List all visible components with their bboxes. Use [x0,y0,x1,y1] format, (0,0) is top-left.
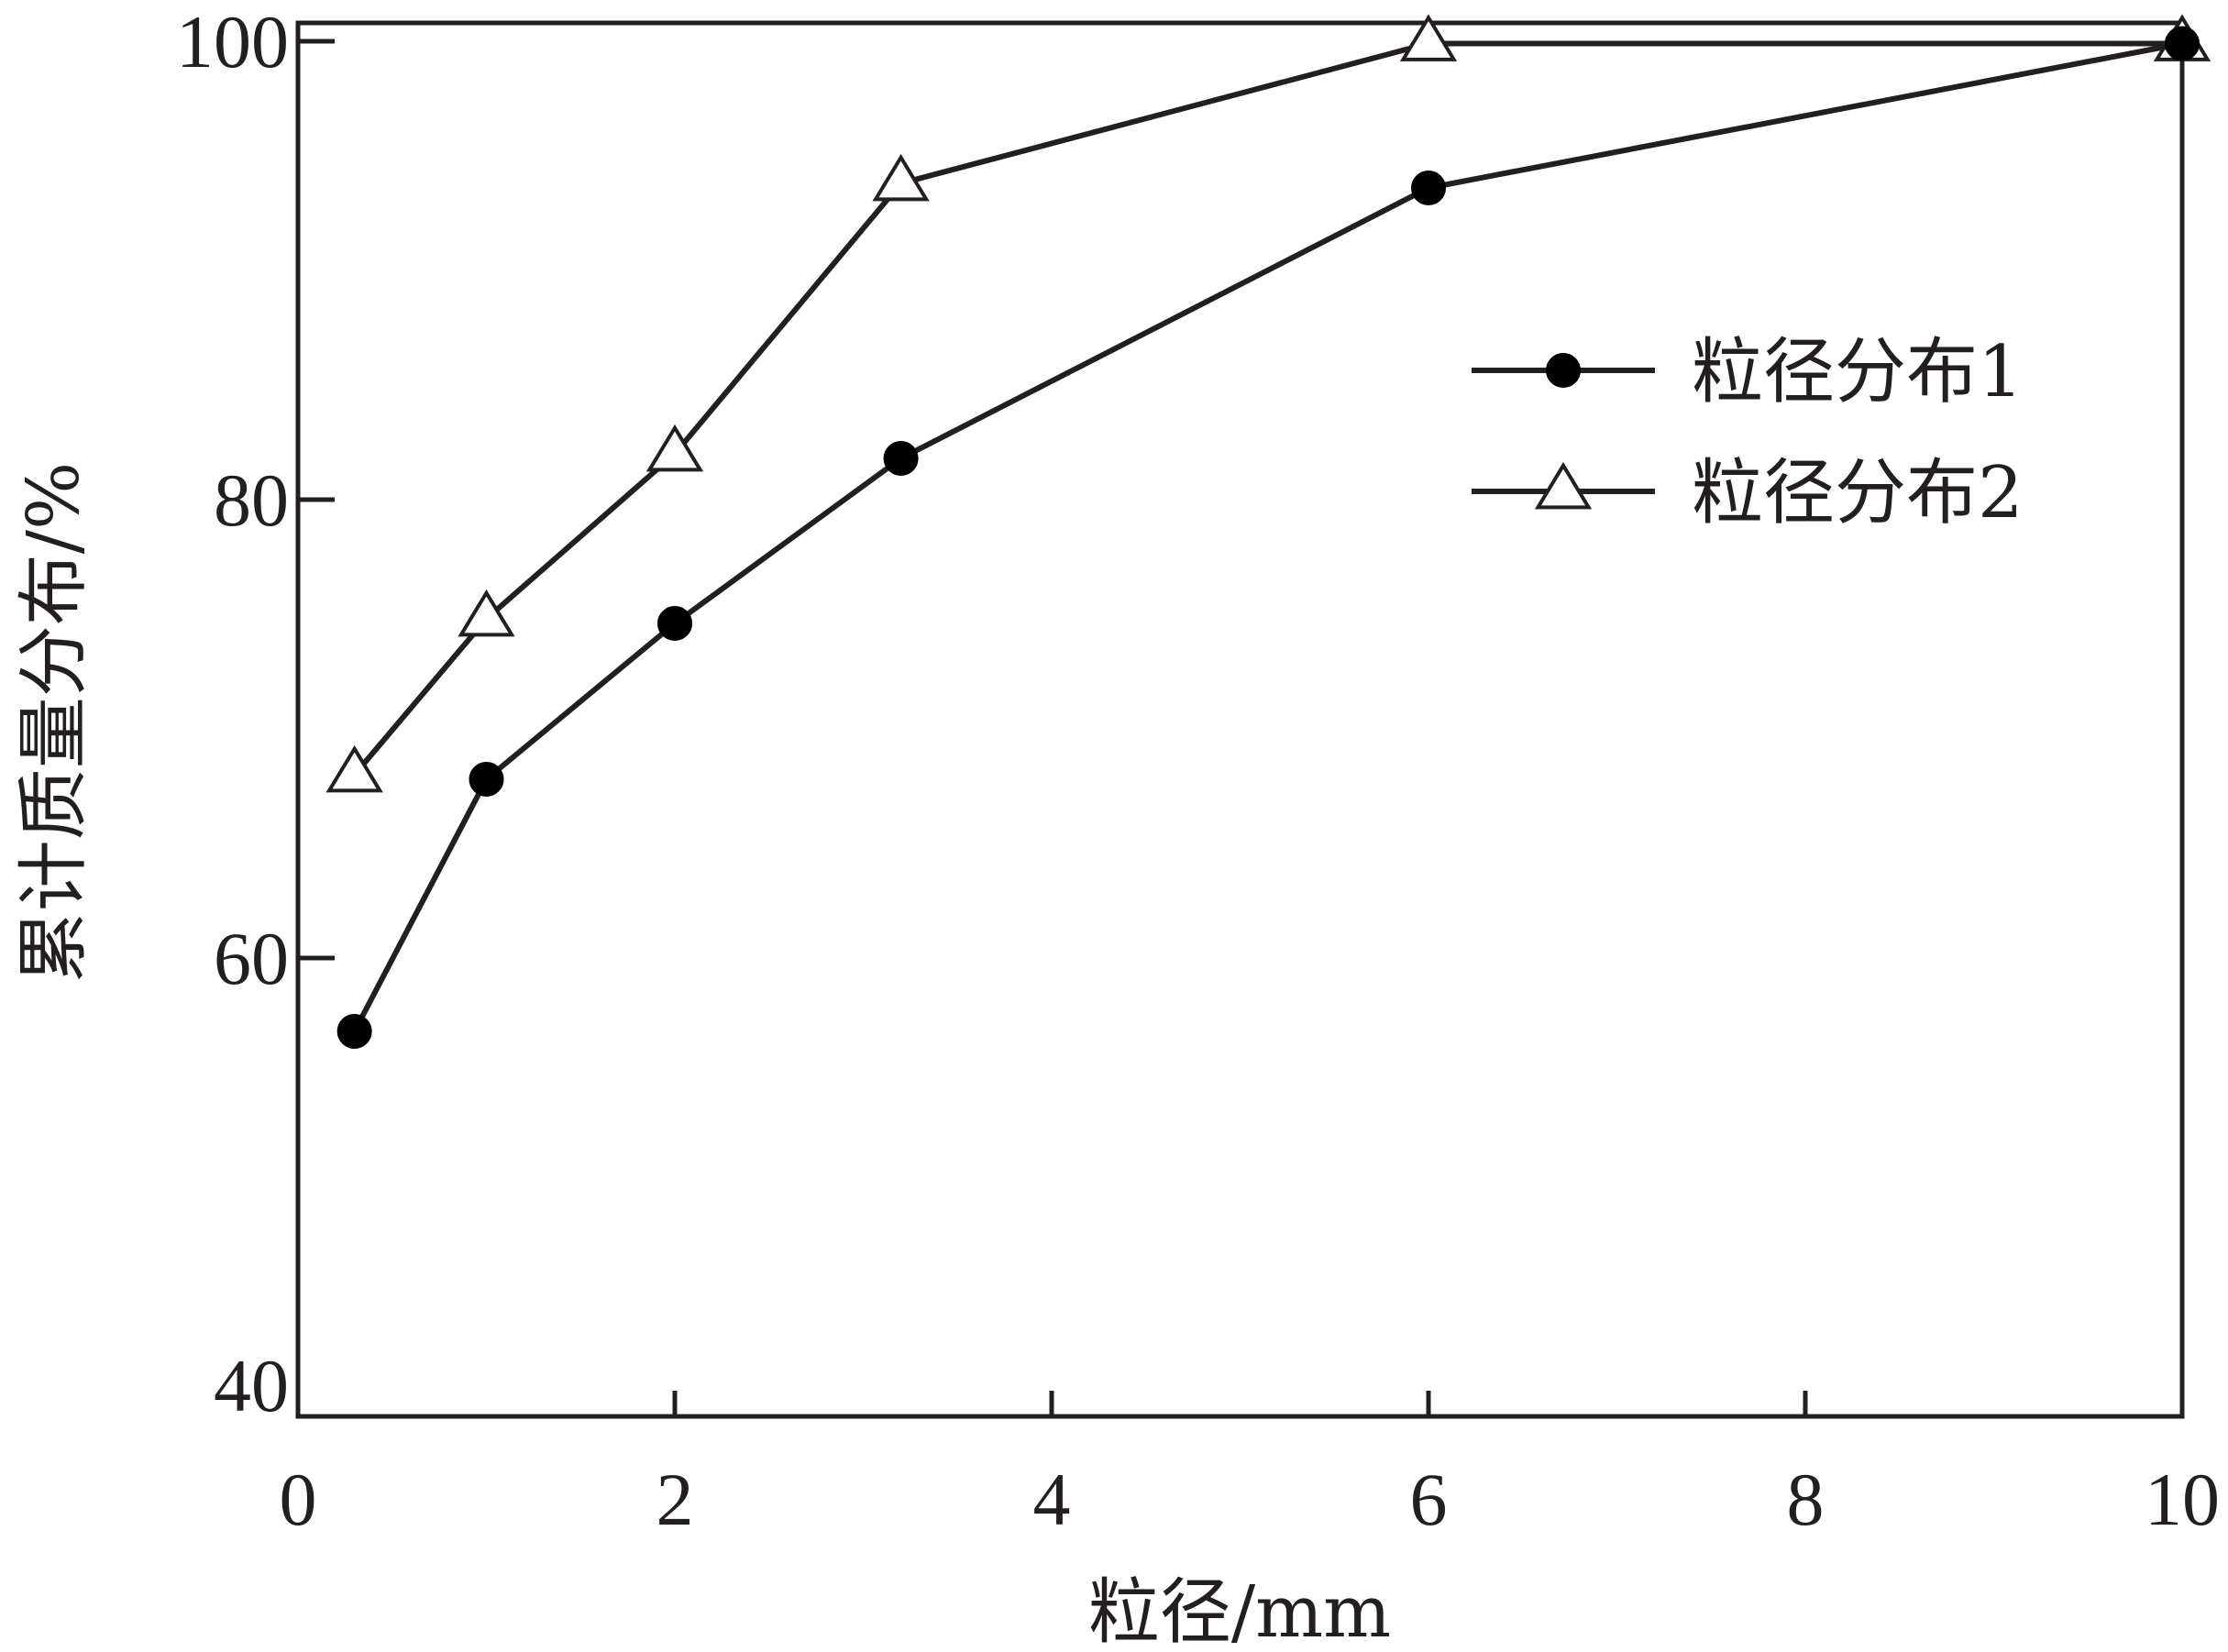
series-line-1 [351,40,2183,1033]
legend-marker-1 [1546,353,1581,388]
series-layer [325,14,2211,1049]
x-axis-title: 粒径/mm [1088,1571,1391,1652]
x-tick-label: 2 [656,1458,694,1541]
x-tick-label: 4 [1033,1458,1071,1541]
legend-marker-2 [1534,461,1593,510]
y-tick-label: 60 [214,917,289,1000]
y-tick-label: 40 [214,1344,289,1427]
axes [295,20,2185,1419]
x-tick-label: 10 [2145,1458,2220,1541]
data-point [657,606,692,641]
series-line-2 [352,40,2182,776]
x-tick-label: 0 [280,1458,317,1541]
y-axis-title: 累计质量分布/% [13,462,95,983]
x-tick-label: 8 [1787,1458,1825,1541]
data-point [458,589,515,637]
data-point [645,424,704,472]
series-1 [336,26,2200,1049]
y-tick-label: 100 [176,0,289,83]
legend-label-1: 粒径分布1 [1692,331,2024,413]
legend: 粒径分布1 粒径分布2 [1472,331,2024,534]
data-point [1399,14,1458,61]
data-point [1411,171,1446,205]
x-tick-label: 6 [1410,1458,1448,1541]
data-point [872,153,930,202]
y-tick-label: 80 [214,458,289,542]
data-point [336,1014,372,1049]
plot-frame [295,20,2185,1419]
ticks: 0 2 4 6 8 10 40 60 80 100 [176,0,2220,1541]
data-point [469,762,504,797]
legend-label-2: 粒径分布2 [1692,452,2024,534]
data-point [325,744,383,793]
data-point [2165,26,2200,61]
data-point [883,441,919,476]
